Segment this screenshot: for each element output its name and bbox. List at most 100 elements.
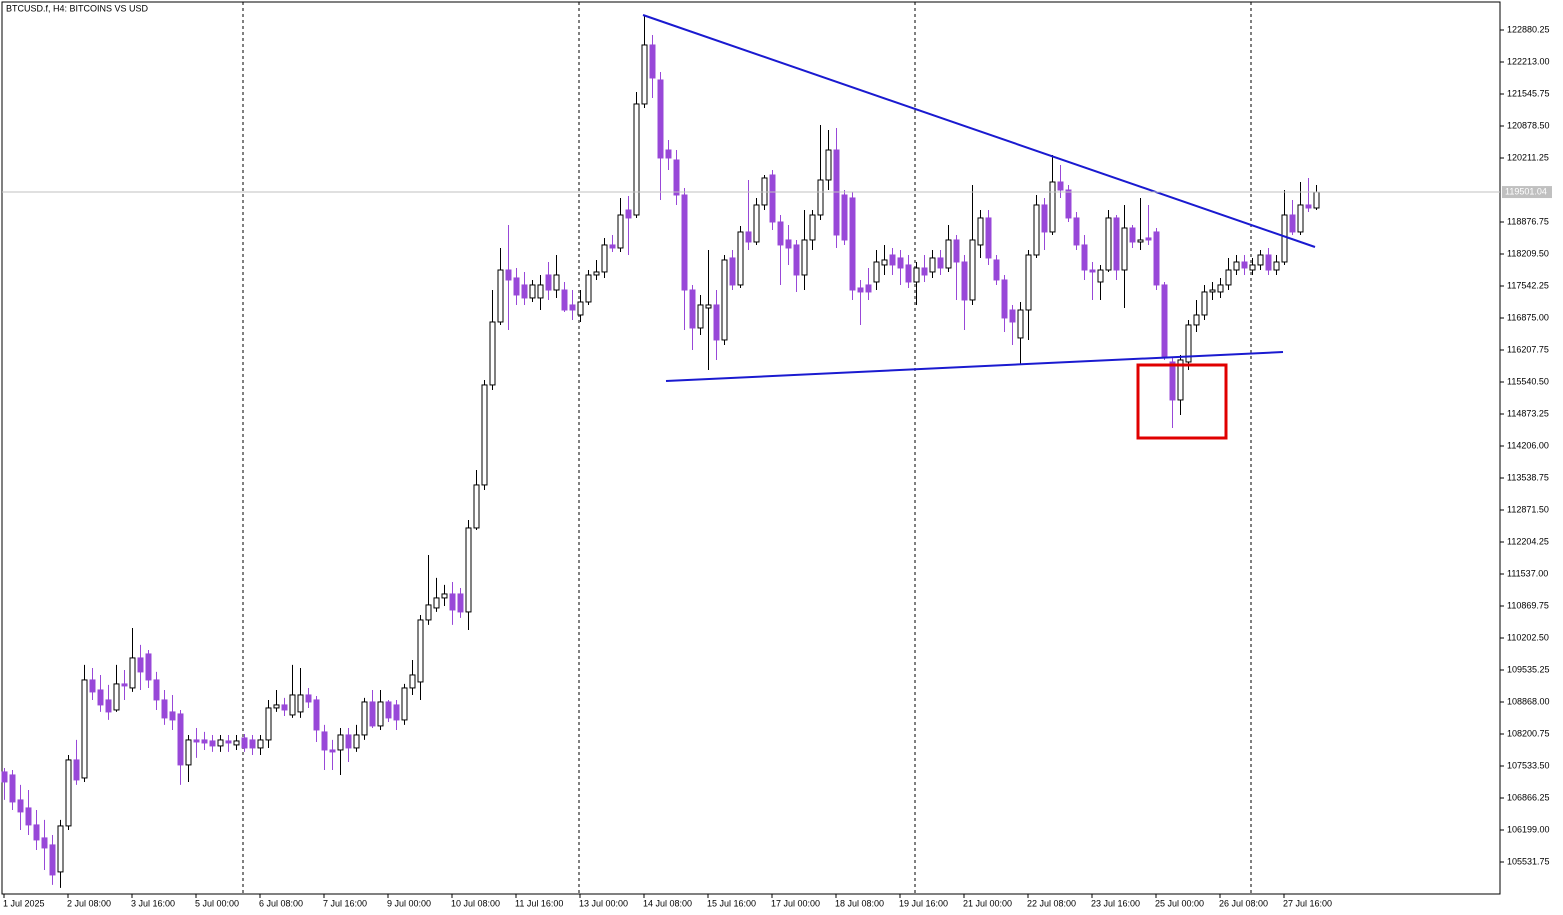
candle-body — [593, 271, 600, 276]
candle-body — [569, 304, 576, 311]
x-tick-label: 9 Jul 00:00 — [387, 898, 431, 908]
candle-body — [513, 277, 520, 296]
candle-body — [193, 739, 200, 743]
candle-body — [65, 759, 72, 827]
candle-body — [1233, 261, 1240, 271]
y-tick-label: 117542.25 — [1507, 280, 1549, 290]
candle-body — [33, 824, 40, 841]
candle-body — [601, 244, 608, 273]
candle-body — [17, 799, 24, 813]
candle-body — [881, 259, 888, 266]
candle-body — [977, 217, 984, 246]
candle-body — [705, 304, 712, 309]
candle-body — [617, 214, 624, 249]
candle-body — [1025, 254, 1032, 311]
y-tick-label: 112871.50 — [1507, 504, 1549, 514]
candle-body — [113, 683, 120, 711]
candle-body — [937, 257, 944, 269]
y-tick-label: 113538.75 — [1507, 472, 1549, 482]
x-tick-label: 11 Jul 16:00 — [515, 898, 563, 908]
y-tick-label: 115540.50 — [1507, 376, 1549, 386]
candle-body — [441, 593, 448, 599]
candle-body — [585, 274, 592, 303]
candle-body — [241, 737, 248, 749]
candle-body — [1265, 254, 1272, 271]
x-tick-label: 17 Jul 00:00 — [771, 898, 820, 908]
candle-body — [481, 384, 488, 486]
candle-body — [873, 261, 880, 283]
candle-body — [609, 244, 616, 249]
candle-body — [89, 679, 96, 693]
x-tick-label: 14 Jul 08:00 — [643, 898, 692, 908]
candle-body — [305, 694, 312, 703]
candle-body — [777, 221, 784, 246]
candle-body — [1153, 231, 1160, 286]
candle-body — [961, 261, 968, 301]
candle-body — [905, 264, 912, 283]
candle-body — [1129, 227, 1136, 243]
candle-body — [153, 679, 160, 701]
candle-body — [1241, 261, 1248, 269]
plot-frame — [1, 1, 1501, 895]
candle-body — [1017, 309, 1024, 339]
candle-body — [1161, 284, 1168, 359]
candle-body — [177, 713, 184, 766]
candle-body — [361, 701, 368, 736]
candle-body — [345, 734, 352, 749]
candle-body — [737, 231, 744, 286]
y-tick-label: 107533.50 — [1507, 760, 1550, 770]
x-tick-label: 19 Jul 16:00 — [899, 898, 948, 908]
x-tick-label: 13 Jul 00:00 — [579, 898, 628, 908]
candle-body — [497, 269, 504, 323]
y-tick-label: 110869.75 — [1507, 600, 1549, 610]
candle-body — [537, 284, 544, 299]
candle-body — [417, 619, 424, 683]
candle-body — [1169, 361, 1176, 401]
candle-body — [1105, 217, 1112, 271]
candle-body — [761, 177, 768, 206]
candle-body — [217, 739, 224, 747]
candle-body — [649, 44, 656, 79]
candle-body — [1289, 214, 1296, 233]
candle-body — [1137, 239, 1144, 243]
x-tick-label: 22 Jul 08:00 — [1027, 898, 1076, 908]
y-tick-label: 106199.00 — [1507, 824, 1550, 834]
candle-body — [809, 214, 816, 241]
candle-body — [449, 593, 456, 611]
y-tick-label: 112204.25 — [1507, 536, 1549, 546]
candle-body — [457, 593, 464, 613]
candle-body — [577, 301, 584, 316]
y-tick-label: 108868.00 — [1507, 696, 1550, 706]
candle-body — [393, 704, 400, 721]
highlight-box — [1136, 363, 1228, 440]
chart-title: BTCUSD.f, H4: BITCOINS VS USD — [6, 3, 149, 13]
candle-body — [657, 79, 664, 159]
candle-body — [993, 259, 1000, 281]
candle-body — [929, 257, 936, 273]
candle-body — [369, 701, 376, 727]
candle-body — [753, 204, 760, 243]
candle-body — [57, 825, 64, 873]
candle-body — [9, 774, 16, 803]
x-tick-label: 23 Jul 16:00 — [1091, 898, 1140, 908]
candle-body — [969, 239, 976, 301]
candle-body — [689, 289, 696, 329]
candle-body — [1209, 289, 1216, 293]
candle-body — [1201, 291, 1208, 316]
candle-body — [713, 304, 720, 341]
x-tick-label: 2 Jul 08:00 — [67, 898, 111, 908]
candle-body — [25, 807, 32, 826]
support-trendline — [665, 351, 1284, 382]
x-tick-label: 10 Jul 08:00 — [451, 898, 500, 908]
y-tick-label: 120878.50 — [1507, 120, 1550, 130]
candle-body — [473, 484, 480, 529]
candle-body — [1009, 309, 1016, 323]
candle-body — [801, 239, 808, 276]
candle-body — [233, 740, 240, 746]
y-tick-label: 109535.25 — [1507, 664, 1550, 674]
resistance-trendline — [642, 14, 1316, 248]
candle-body — [1057, 181, 1064, 191]
candle-body — [289, 694, 296, 716]
y-tick-label: 122213.00 — [1507, 56, 1550, 66]
